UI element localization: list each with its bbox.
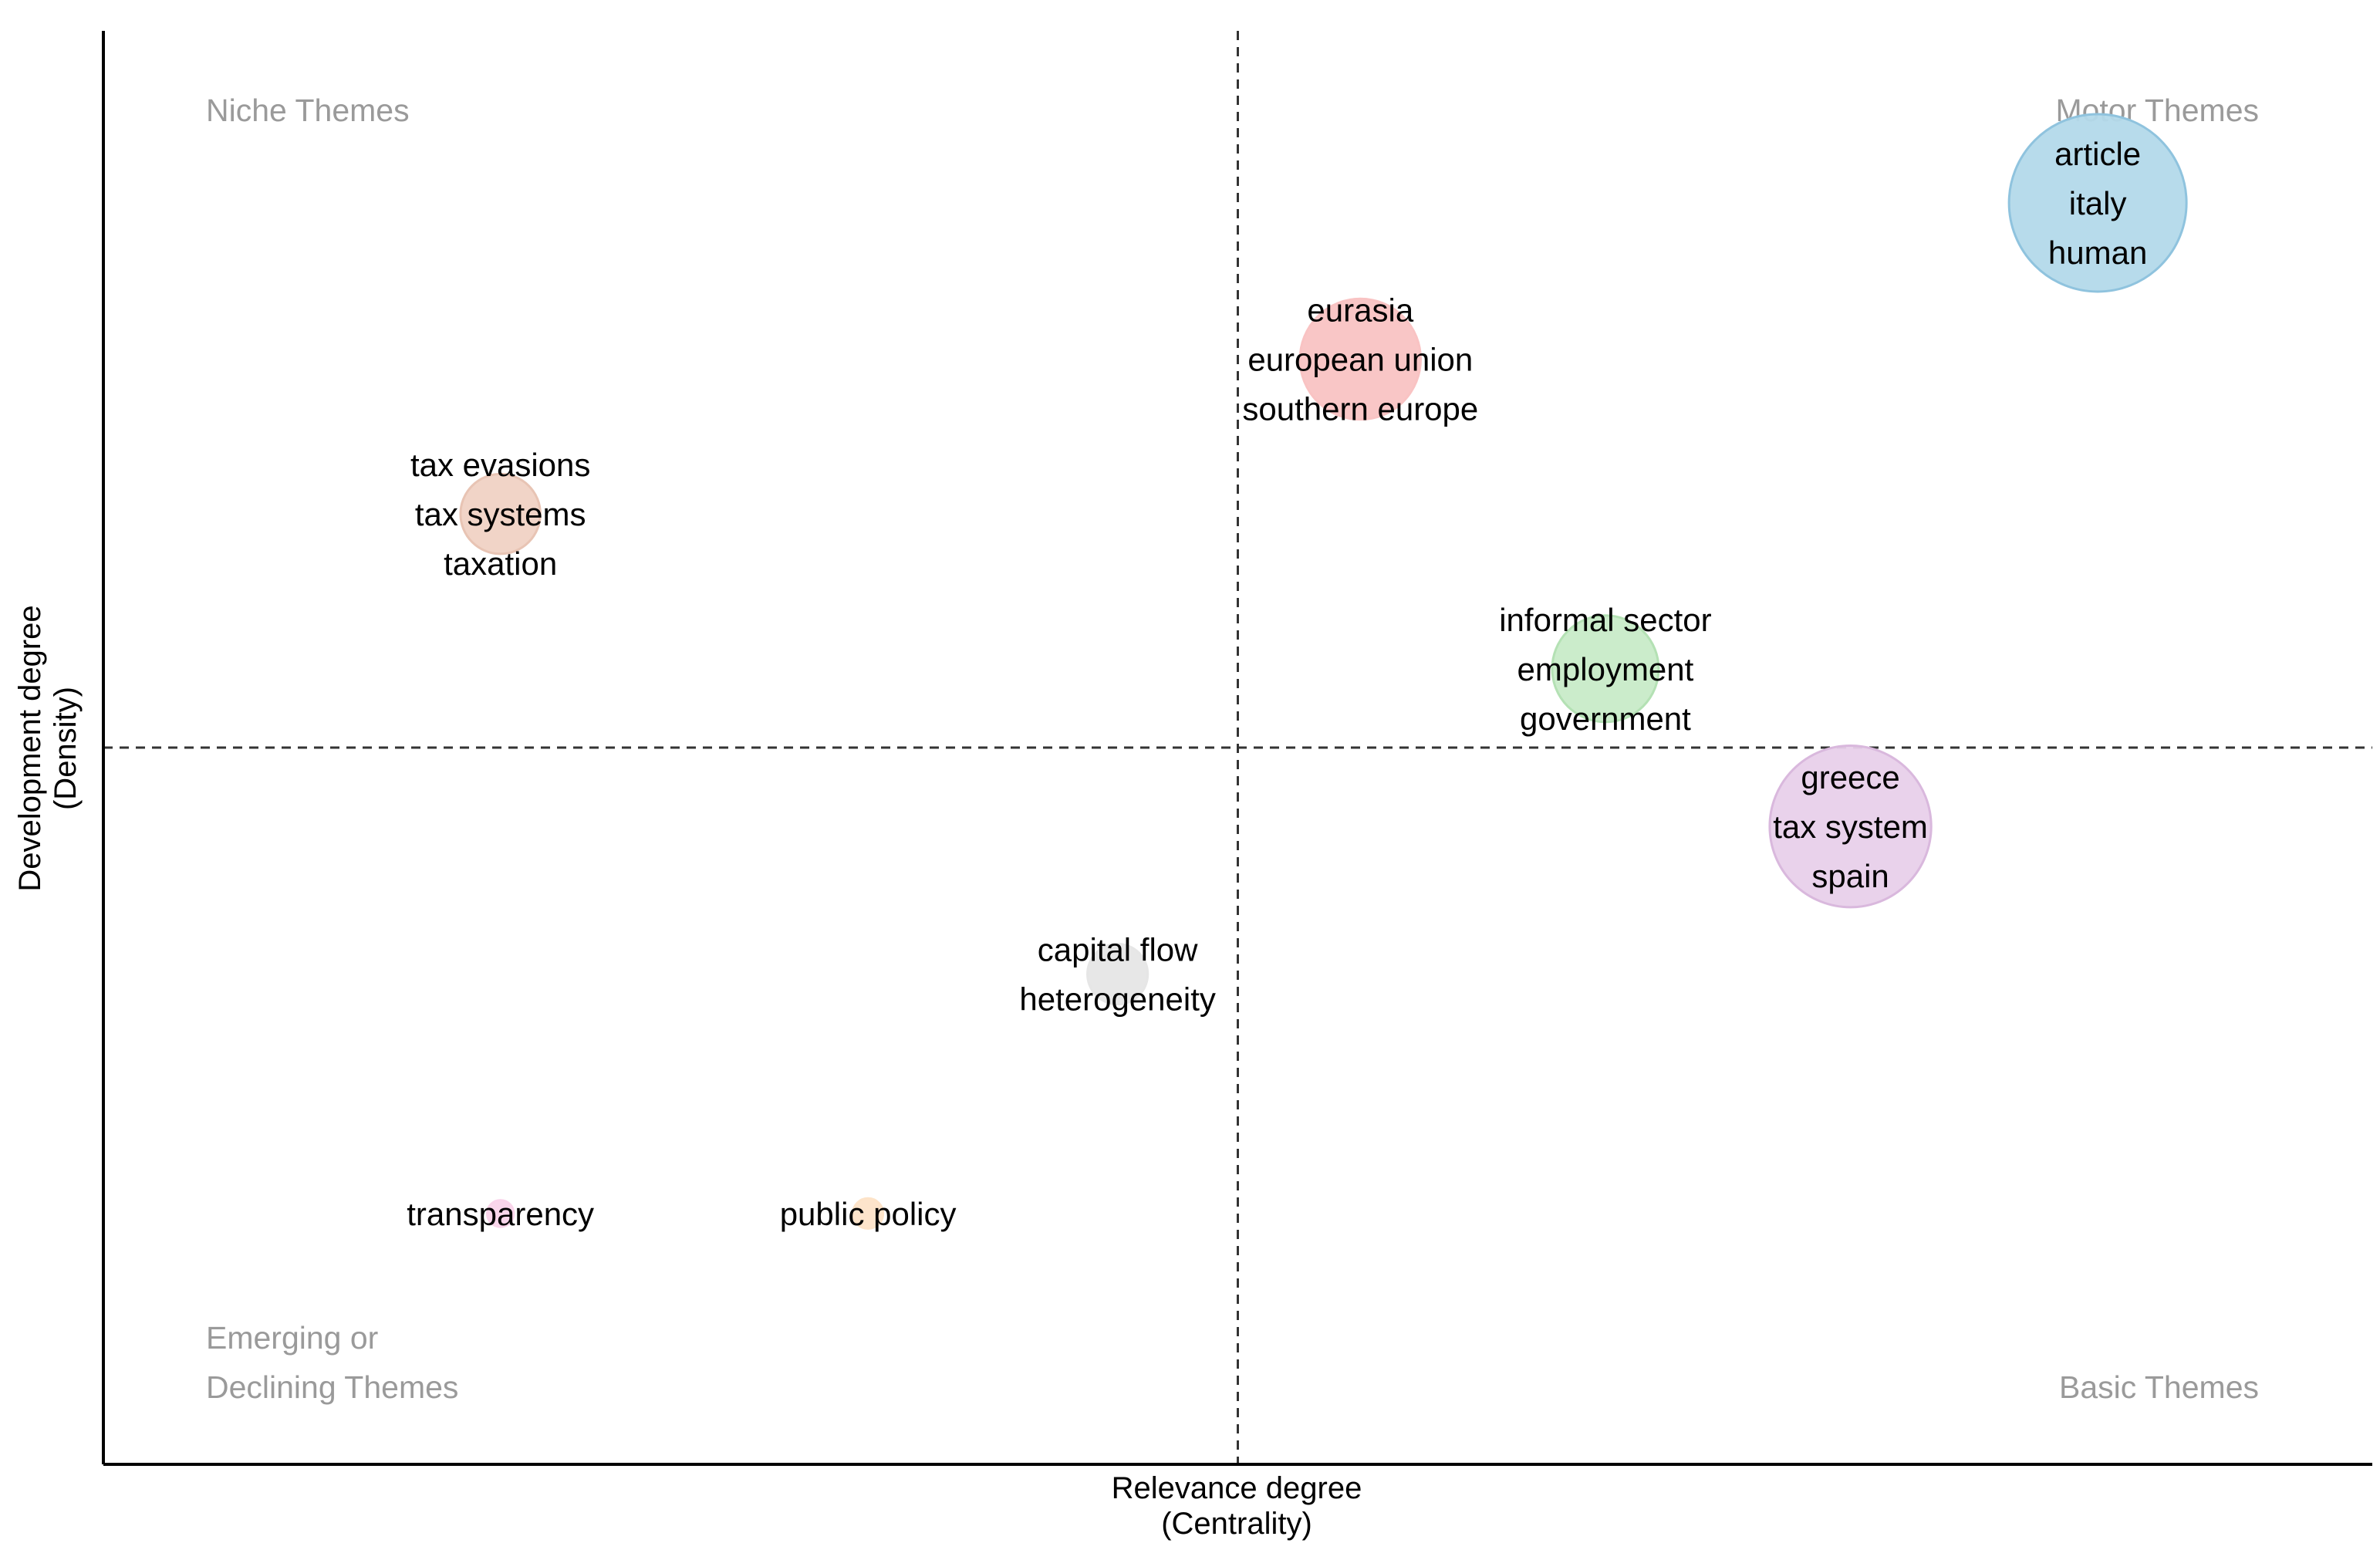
cluster-greece-label-3: spain	[1811, 858, 1889, 894]
cluster-tax-evasions-bubble	[459, 472, 542, 555]
x-axis-title-line-2: (Centrality)	[1161, 1507, 1312, 1541]
cluster-public-policy-bubble	[852, 1197, 885, 1230]
y-axis-title-line-1: Development degree	[13, 605, 47, 891]
cluster-article-label-3: human	[2048, 235, 2147, 271]
cluster-article-label-1: article	[2054, 136, 2141, 172]
cluster-greece-bubble	[1768, 745, 1933, 909]
quadrant-label-top-left: Niche Themes	[206, 93, 410, 128]
cluster-greece-label-1: greece	[1801, 759, 1899, 795]
cluster-capital-flow-label-2: heterogeneity	[1019, 981, 1216, 1018]
cluster-informal-sector-label-3: government	[1520, 701, 1691, 737]
cluster-article-bubble	[2007, 113, 2188, 293]
cluster-tax-evasions-label-2: tax systems	[415, 496, 586, 532]
quadrant-label-bottom-left-line-2: Declining Themes	[206, 1369, 458, 1405]
y-axis-title-line-2: (Density)	[49, 687, 83, 810]
cluster-public-policy-label-1: public policy	[780, 1196, 957, 1232]
cluster-article-label-2: italy	[2069, 185, 2127, 221]
cluster-tax-evasions-label-1: tax evasions	[410, 447, 590, 483]
cluster-eurasia-label-3: southern europe	[1242, 390, 1478, 427]
cluster-greece-label-2: tax system	[1773, 809, 1928, 845]
cluster-capital-flow-label-1: capital flow	[1038, 932, 1198, 968]
cluster-transparency-label-1: transparency	[407, 1196, 594, 1232]
cluster-eurasia-bubble	[1298, 297, 1423, 421]
cluster-informal-sector-label-1: informal sector	[1499, 602, 1711, 638]
cluster-capital-flow-bubble	[1086, 942, 1149, 1006]
cluster-eurasia-label-2: european union	[1247, 341, 1473, 377]
cluster-informal-sector-bubble	[1551, 614, 1660, 724]
cluster-transparency-bubble	[485, 1199, 515, 1228]
cluster-eurasia-label-1: eurasia	[1307, 292, 1413, 328]
quadrant-label-bottom-left-line-1: Emerging or	[206, 1320, 378, 1356]
x-axis-title-line-1: Relevance degree	[1112, 1471, 1362, 1505]
cluster-informal-sector-label-2: employment	[1517, 651, 1694, 687]
cluster-tax-evasions-label-3: taxation	[444, 545, 557, 582]
quadrant-label-bottom-right: Basic Themes	[2059, 1369, 2259, 1405]
